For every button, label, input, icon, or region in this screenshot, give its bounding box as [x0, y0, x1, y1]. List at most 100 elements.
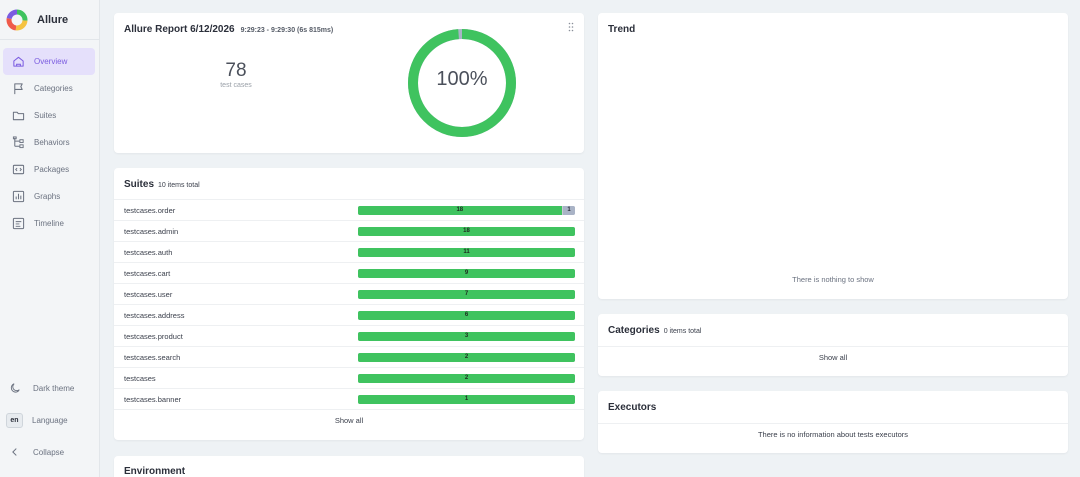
suite-passed-segment: 1 [358, 395, 575, 404]
suite-status-bar[interactable]: 1 [358, 395, 575, 404]
suite-row[interactable]: testcases 2 [114, 367, 584, 388]
suite-name: testcases [124, 374, 156, 383]
sidebar-item-graphs[interactable]: Graphs [3, 183, 95, 210]
test-cases-label: test cases [220, 82, 252, 89]
brand[interactable]: Allure [0, 0, 100, 40]
overview-card: Allure Report 6/12/2026 9:29:23 - 9:29:3… [114, 13, 584, 153]
suite-name: testcases.auth [124, 248, 173, 257]
sidebar-item-overview[interactable]: Overview [3, 48, 95, 75]
suite-row[interactable]: testcases.auth 11 [114, 241, 584, 262]
environment-title: Environment [124, 466, 186, 477]
suites-title: Suites [124, 179, 155, 190]
sidebar-item-suites[interactable]: Suites [3, 102, 95, 129]
tree-icon [12, 136, 24, 149]
suites-list: testcases.order 18 1 testcases.admin 18 testc… [114, 199, 584, 409]
suite-passed-segment: 3 [358, 332, 575, 341]
sidebar-item-label: Packages [34, 165, 70, 174]
categories-title: Categories [608, 325, 660, 336]
suite-row[interactable]: testcases.banner 1 [114, 388, 584, 409]
suite-row[interactable]: testcases.product 3 [114, 325, 584, 346]
language-label: Language [32, 415, 68, 425]
suite-name: testcases.user [124, 290, 173, 299]
suite-row[interactable]: testcases.order 18 1 [114, 199, 584, 220]
suite-row[interactable]: testcases.admin 18 [114, 220, 584, 241]
dark-theme-label: Dark theme [33, 383, 75, 393]
categories-card: Categories 0 items total Show all [598, 314, 1068, 376]
sidebar-item-label: Timeline [34, 219, 64, 228]
app-name: Allure [37, 13, 69, 26]
sidebar-item-label: Overview [34, 57, 68, 66]
sidebar-item-categories[interactable]: Categories [3, 75, 95, 102]
categories-subtitle: 0 items total [663, 328, 702, 335]
divider [598, 346, 1068, 347]
report-time-range: 9:29:23 - 9:29:30 (6s 815ms) [240, 27, 334, 34]
code-icon [12, 164, 25, 175]
suite-status-bar[interactable]: 11 [358, 248, 575, 257]
suite-other-segment: 1 [563, 206, 575, 215]
dark-theme-toggle[interactable]: Dark theme [0, 372, 100, 404]
suites-subtitle: 10 items total [158, 182, 200, 189]
suite-status-bar[interactable]: 18 [358, 227, 575, 236]
folder-icon [12, 111, 25, 121]
suite-passed-segment: 9 [358, 269, 575, 278]
language-code-badge: en [6, 412, 23, 428]
sidebar-item-packages[interactable]: Packages [3, 156, 95, 183]
sidebar-item-label: Behaviors [34, 138, 70, 147]
suite-status-bar[interactable]: 6 [358, 311, 575, 320]
timeline-icon [12, 217, 25, 230]
categories-header: Categories 0 items total [608, 325, 701, 336]
categories-show-all-link[interactable]: Show all [818, 353, 848, 362]
executors-empty-text: There is no information about tests exec… [757, 430, 909, 439]
sidebar-item-timeline[interactable]: Timeline [3, 210, 95, 237]
sidebar-item-behaviors[interactable]: Behaviors [3, 129, 95, 156]
divider [598, 423, 1068, 424]
suite-status-bar[interactable]: 9 [358, 269, 575, 278]
pass-rate-donut[interactable] [406, 27, 518, 139]
trend-empty-text: There is nothing to show [792, 275, 874, 284]
kebab-menu-icon[interactable] [568, 22, 574, 32]
donut-passed-arc [408, 29, 516, 137]
pass-rate-text: 100% [436, 68, 488, 90]
suite-status-bar[interactable]: 7 [358, 290, 575, 299]
suite-status-bar[interactable]: 3 [358, 332, 575, 341]
suites-header: Suites 10 items total [124, 179, 200, 190]
suite-passed-segment: 7 [358, 290, 575, 299]
sidebar-item-label: Suites [34, 111, 57, 120]
chevron-left-icon [12, 448, 17, 456]
suite-row[interactable]: testcases.user 7 [114, 283, 584, 304]
suite-name: testcases.cart [124, 269, 171, 278]
suite-row[interactable]: testcases.address 6 [114, 304, 584, 325]
divider [114, 409, 584, 410]
suite-name: testcases.product [124, 332, 183, 341]
suite-row[interactable]: testcases.search 2 [114, 346, 584, 367]
suite-passed-segment: 2 [358, 374, 575, 383]
trend-title: Trend [608, 24, 636, 35]
collapse-button[interactable]: Collapse [0, 436, 100, 468]
suite-status-bar[interactable]: 18 1 [358, 206, 575, 215]
chart-icon [12, 190, 25, 203]
overview-header: Allure Report 6/12/2026 9:29:23 - 9:29:3… [124, 24, 333, 35]
suite-name: testcases.order [124, 206, 176, 215]
environment-card: Environment [114, 456, 584, 477]
suite-name: testcases.admin [124, 227, 179, 236]
suite-name: testcases.address [124, 311, 185, 320]
suite-status-bar[interactable]: 2 [358, 374, 575, 383]
suites-card: Suites 10 items total testcases.order 18 1… [114, 168, 584, 440]
suites-show-all-link[interactable]: Show all [334, 416, 364, 425]
sidebar-item-label: Categories [34, 84, 73, 93]
collapse-label: Collapse [33, 447, 65, 457]
moon-icon [10, 383, 20, 393]
suite-passed-segment: 18 [358, 206, 562, 215]
language-selector[interactable]: en Language [0, 404, 100, 436]
suite-status-bar[interactable]: 2 [358, 353, 575, 362]
suite-passed-segment: 11 [358, 248, 575, 257]
sidebar: Allure Overview Categories Suites Behavi… [0, 0, 100, 477]
report-title: Allure Report 6/12/2026 [124, 24, 235, 35]
suite-passed-segment: 2 [358, 353, 575, 362]
sidebar-nav: Overview Categories Suites Behaviors Pac… [0, 48, 100, 237]
executors-card: Executors There is no information about … [598, 391, 1068, 453]
suite-passed-segment: 18 [358, 227, 575, 236]
home-icon [13, 56, 24, 67]
allure-logo-icon [6, 9, 28, 30]
suite-row[interactable]: testcases.cart 9 [114, 262, 584, 283]
